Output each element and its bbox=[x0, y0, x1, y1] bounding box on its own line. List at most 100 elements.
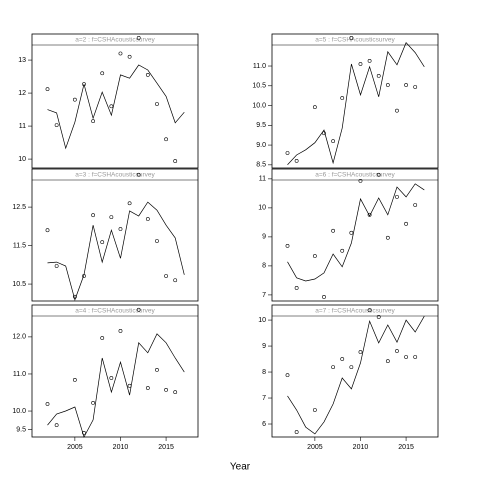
point bbox=[413, 85, 418, 89]
point bbox=[376, 172, 381, 177]
point bbox=[404, 83, 408, 87]
point bbox=[413, 203, 418, 207]
point bbox=[100, 240, 105, 245]
point bbox=[45, 228, 50, 233]
point bbox=[312, 254, 317, 258]
point bbox=[349, 365, 354, 370]
point bbox=[164, 137, 168, 142]
point bbox=[340, 357, 345, 361]
point bbox=[173, 159, 178, 163]
x-axis-label: Year bbox=[230, 462, 251, 473]
point bbox=[127, 54, 132, 59]
point bbox=[72, 97, 77, 102]
point bbox=[145, 386, 150, 390]
point bbox=[294, 158, 299, 163]
point bbox=[312, 105, 317, 110]
point bbox=[358, 62, 363, 66]
point bbox=[54, 423, 59, 428]
panel bbox=[31, 304, 199, 438]
point bbox=[413, 355, 418, 359]
point bbox=[100, 336, 105, 340]
y-tick-label: 10.5 bbox=[12, 281, 26, 288]
y-tick-label: 10.5 bbox=[252, 83, 266, 90]
point bbox=[285, 373, 290, 378]
point bbox=[91, 213, 96, 218]
y-tick-label: 10 bbox=[258, 317, 266, 324]
x-tick-label: 2005 bbox=[307, 444, 323, 451]
point bbox=[376, 73, 381, 78]
point bbox=[45, 87, 50, 92]
point bbox=[340, 248, 345, 253]
y-tick-label: 7 bbox=[262, 292, 266, 299]
point bbox=[91, 119, 96, 124]
point bbox=[54, 264, 59, 268]
point bbox=[312, 408, 317, 412]
point bbox=[155, 367, 159, 372]
y-tick-label: 12.0 bbox=[12, 334, 26, 341]
fit-line bbox=[287, 42, 425, 166]
point bbox=[349, 36, 354, 40]
point bbox=[322, 131, 326, 136]
point bbox=[127, 201, 132, 206]
y-tick-label: 8.5 bbox=[256, 162, 266, 169]
panel-title: a=2 : f=CSHAcousticsurvey bbox=[75, 37, 155, 44]
point bbox=[385, 83, 390, 87]
y-tick-label: 11.5 bbox=[13, 242, 26, 249]
point bbox=[404, 355, 408, 359]
x-tick-label: 2015 bbox=[398, 444, 414, 451]
point bbox=[285, 151, 290, 155]
point bbox=[145, 73, 150, 77]
x-tick-label: 2010 bbox=[113, 444, 129, 451]
fit-line bbox=[47, 333, 185, 438]
point bbox=[136, 36, 141, 40]
point bbox=[294, 430, 299, 434]
y-tick-label: 9 bbox=[262, 343, 266, 350]
point bbox=[376, 315, 381, 319]
panel-title: a=5 : f=CSHAcousticsurvey bbox=[315, 37, 395, 44]
point bbox=[349, 230, 354, 235]
x-tick-label: 2005 bbox=[67, 444, 83, 451]
y-tick-label: 9.5 bbox=[16, 426, 26, 433]
point bbox=[145, 217, 150, 221]
point bbox=[367, 58, 372, 63]
point bbox=[173, 278, 178, 283]
point bbox=[395, 349, 399, 353]
point bbox=[109, 104, 114, 109]
y-tick-label: 11.0 bbox=[13, 371, 26, 378]
point bbox=[285, 243, 290, 248]
y-tick-label: 11 bbox=[259, 176, 266, 183]
point bbox=[82, 431, 86, 435]
y-tick-label: 10 bbox=[258, 205, 266, 212]
y-tick-label: 6 bbox=[262, 421, 266, 428]
y-tick-label: 9 bbox=[262, 234, 266, 241]
x-tick-label: 2010 bbox=[353, 444, 369, 451]
point bbox=[164, 274, 168, 278]
point bbox=[155, 239, 159, 243]
y-tick-label: 13 bbox=[18, 57, 26, 64]
point bbox=[72, 377, 77, 382]
panel-title: a=3 : f=CSHAcousticsurvey bbox=[75, 172, 155, 179]
y-tick-label: 9.0 bbox=[256, 142, 266, 149]
point bbox=[358, 178, 363, 183]
point bbox=[173, 390, 178, 395]
point bbox=[404, 221, 408, 226]
point bbox=[385, 359, 390, 364]
point bbox=[118, 51, 123, 56]
point bbox=[118, 329, 123, 333]
panel bbox=[31, 33, 199, 169]
point bbox=[385, 235, 390, 240]
fit-line bbox=[287, 316, 425, 435]
y-tick-label: 8 bbox=[262, 369, 266, 376]
panel-title: a=4 : f=CSHAcousticsurvey bbox=[75, 308, 155, 315]
point bbox=[109, 215, 114, 220]
panel bbox=[271, 33, 439, 169]
point bbox=[45, 402, 50, 406]
point bbox=[322, 295, 326, 299]
point bbox=[54, 123, 59, 127]
panel bbox=[271, 304, 439, 438]
point bbox=[331, 228, 336, 233]
point bbox=[395, 194, 399, 199]
point bbox=[136, 307, 141, 312]
point bbox=[358, 350, 363, 354]
